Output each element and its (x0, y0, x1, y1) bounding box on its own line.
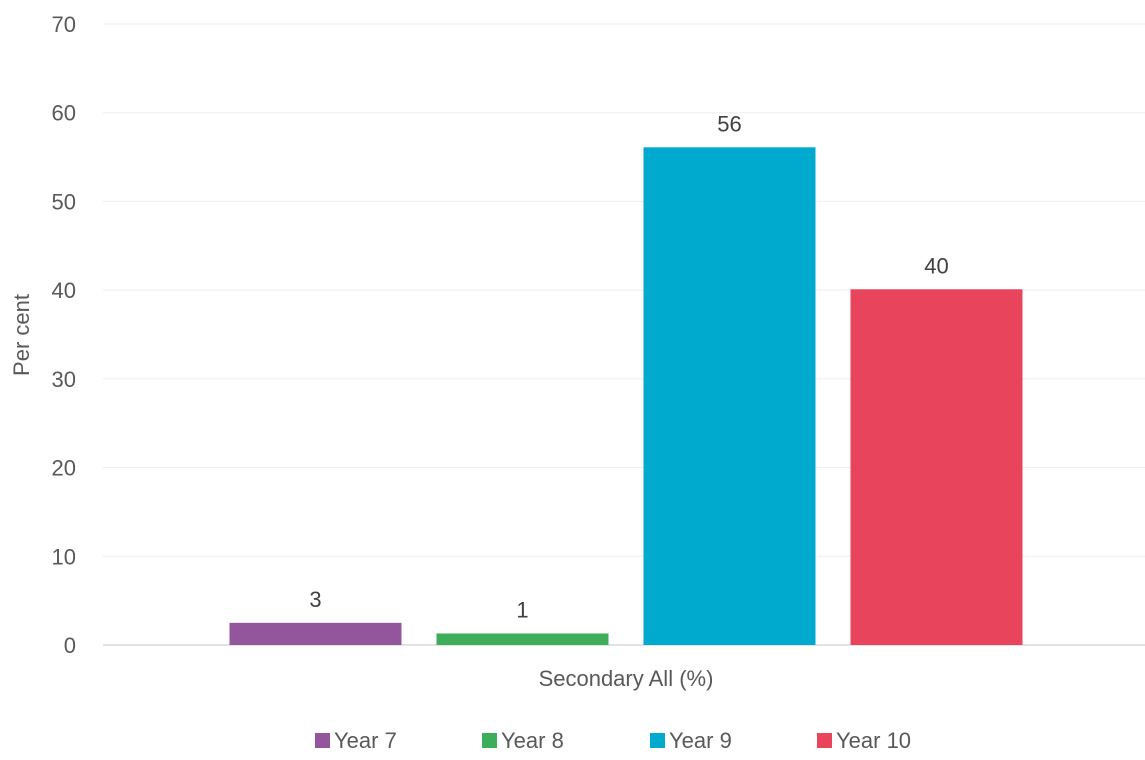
legend-item-year-10: Year 10 (817, 728, 911, 753)
legend-swatch (315, 733, 330, 748)
legend-item-year-9: Year 9 (650, 728, 732, 753)
data-label: 1 (516, 597, 528, 622)
legend-label: Year 10 (836, 728, 911, 753)
legend: Year 7 Year 8 Year 9 Year 10 (315, 728, 911, 753)
data-label: 3 (309, 587, 321, 612)
legend-label: Year 9 (669, 728, 732, 753)
legend-label: Year 8 (501, 728, 564, 753)
y-axis-title: Per cent (9, 294, 34, 376)
gridlines (103, 23, 1145, 646)
y-tick-label: 0 (64, 633, 76, 658)
y-tick-label: 20 (52, 456, 76, 481)
y-tick-label: 30 (52, 367, 76, 392)
legend-swatch (817, 733, 832, 748)
category-label: Secondary All (%) (539, 666, 714, 691)
y-tick-label: 40 (52, 278, 76, 303)
y-axis-ticks: 0 10 20 30 40 50 60 70 (52, 12, 76, 658)
bar-year-7 (229, 622, 402, 645)
data-label: 40 (924, 253, 948, 278)
legend-item-year-8: Year 8 (482, 728, 564, 753)
legend-swatch (650, 733, 665, 748)
data-label: 56 (717, 111, 741, 136)
bar-year-8 (436, 633, 609, 645)
legend-label: Year 7 (334, 728, 397, 753)
y-tick-label: 60 (52, 101, 76, 126)
y-tick-label: 50 (52, 189, 76, 214)
bars (229, 147, 1023, 645)
legend-swatch (482, 733, 497, 748)
y-tick-label: 70 (52, 12, 76, 37)
bar-year-10 (850, 289, 1023, 645)
y-tick-label: 10 (52, 544, 76, 569)
bar-year-9 (643, 147, 816, 645)
legend-item-year-7: Year 7 (315, 728, 397, 753)
data-labels: 3 1 56 40 (309, 111, 948, 622)
